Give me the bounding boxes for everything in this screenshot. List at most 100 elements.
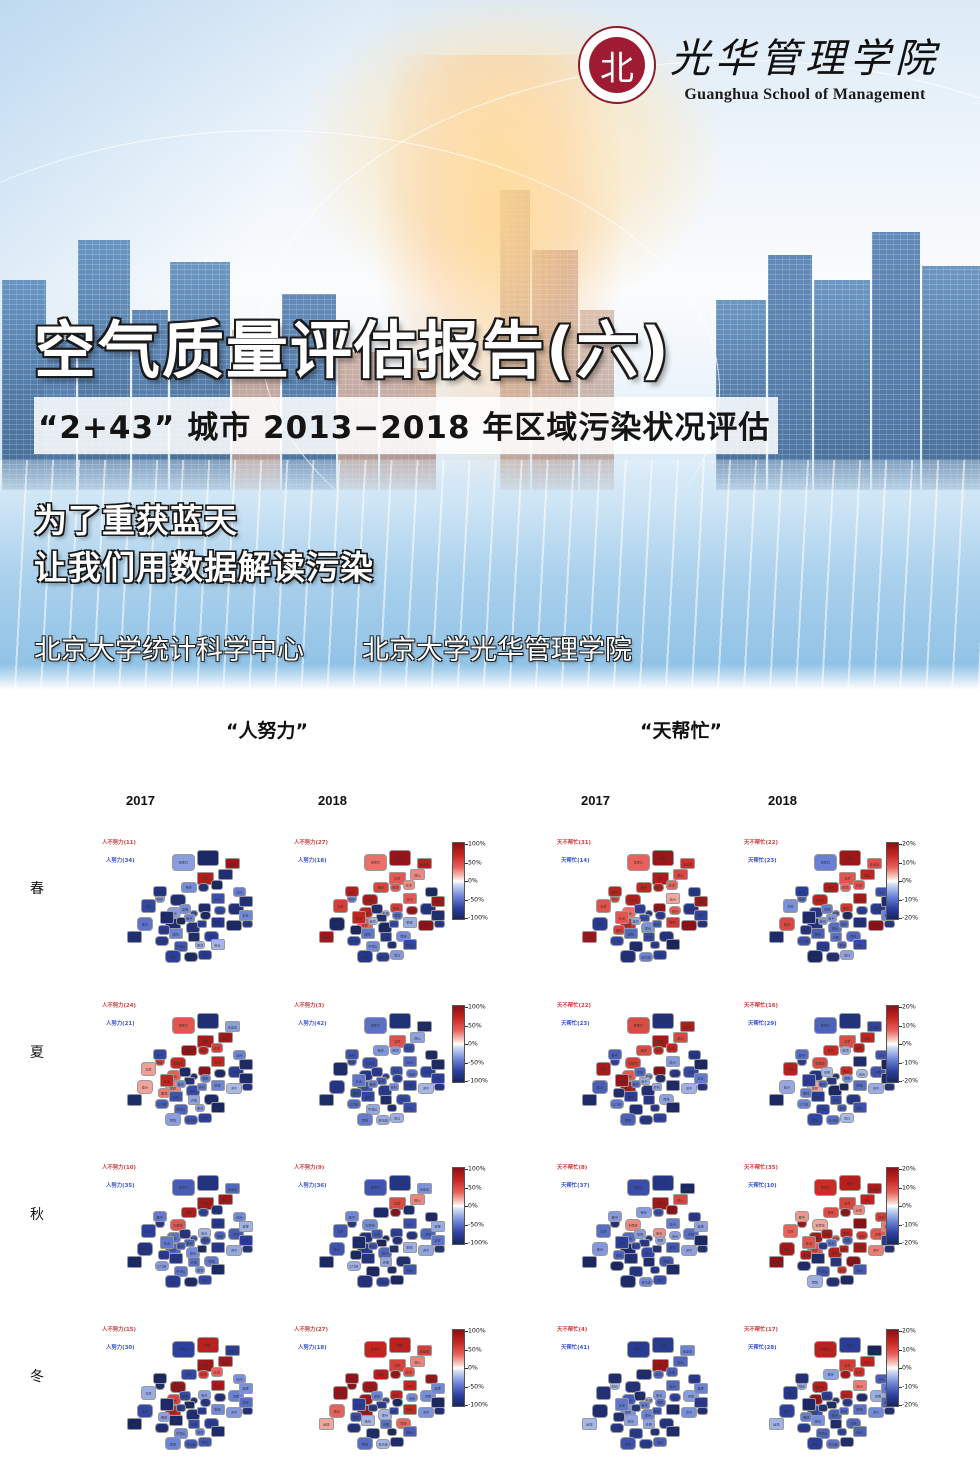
map-panel-秋-2018-天帮忙[interactable]: 北京 天津 石家庄 唐山 保定 廊坊 沧州 衡水 邢台 邯郸 承德 张家口 秦皇岛 太原 阳泉 长治 晋城 临汾运… bbox=[730, 1155, 905, 1295]
map-region-label: 郑州 bbox=[381, 1251, 389, 1256]
map-region-label: 太原 bbox=[337, 1229, 344, 1234]
map-region bbox=[856, 1068, 869, 1079]
map-panel-冬-2017-天帮忙[interactable]: 北京 天津 石家庄 唐山 保定 廊坊 沧州 衡水 邢台 邯郸 承德 张家口 秦皇岛 太原 阳泉 长治 晋城 临汾运… bbox=[543, 1317, 718, 1457]
map-region-label: 秦皇岛 bbox=[227, 862, 238, 867]
map-region bbox=[159, 1398, 174, 1411]
map-region-label: 淄博 bbox=[434, 1224, 441, 1229]
map-region-label: 太原 bbox=[145, 1229, 152, 1234]
map-region-label: 张家口 bbox=[370, 860, 381, 865]
map-region bbox=[625, 894, 641, 906]
map-region-label: 承德 bbox=[204, 856, 211, 861]
map-region-label: 平顶山 bbox=[368, 1107, 378, 1112]
map-panel-夏-2017-天帮忙[interactable]: 北京 天津 石家庄 唐山 保定 廊坊 沧州 衡水 邢台 邯郸 承德 张家口 秦皇岛 太原 阳泉 长治 晋城 临汾运… bbox=[543, 993, 718, 1133]
map-panel-夏-2018-人努力[interactable]: 北京 天津 石家庄 唐山 保定 廊坊 沧州 衡水 邢台 邯郸 承德 张家口 秦皇岛 太原 阳泉 长治 晋城 临汾运… bbox=[280, 993, 455, 1133]
map-region-label: 漯河 bbox=[388, 1430, 396, 1435]
map-region-label: 洛阳 bbox=[627, 1419, 634, 1424]
map-region bbox=[198, 883, 209, 892]
map-region-label: 承德 bbox=[846, 1019, 853, 1024]
map-region bbox=[814, 1016, 837, 1034]
map-region-label: 保定 bbox=[377, 1372, 384, 1377]
map-panel-冬-2018-天帮忙[interactable]: 北京 天津 石家庄 唐山 保定 廊坊 沧州 衡水 邢台 邯郸 承德 张家口 秦皇岛 太原 阳泉 长治 晋城 临汾运… bbox=[730, 1317, 905, 1457]
map-panel-春-2018-人努力[interactable]: 北京 天津 石家庄 唐山 保定 廊坊 沧州 衡水 邢台 邯郸 承德 张家口 秦皇岛 太原 阳泉 长治 晋城 临汾运… bbox=[280, 830, 455, 970]
map-region-label: 滨州 bbox=[236, 1377, 243, 1382]
map-region-label: 邯郸 bbox=[624, 923, 631, 927]
map-region bbox=[852, 1102, 867, 1114]
map-region-label: 平顶山 bbox=[176, 1431, 186, 1436]
map-region-label: 临汾 bbox=[596, 1247, 603, 1252]
choropleth-map: 北京 天津 石家庄 唐山 保定 廊坊 沧州 衡水 邢台 邯郸 承德 张家口 秦皇岛 太原 阳泉 长治 晋城 临汾运… bbox=[730, 830, 905, 970]
map-region-label: 驻马店 bbox=[641, 1280, 651, 1285]
map-region bbox=[402, 1241, 417, 1253]
map-region-label: 临汾 bbox=[141, 1247, 148, 1252]
map-panel-春-2017-天帮忙[interactable]: 北京 天津 石家庄 唐山 保定 廊坊 沧州 衡水 邢台 邯郸 承德 张家口 秦皇岛 太原 阳泉 长治 晋城 临汾运… bbox=[543, 830, 718, 970]
map-region bbox=[364, 1340, 387, 1358]
map-panel-冬-2018-人努力[interactable]: 北京 天津 石家庄 唐山 保定 廊坊 沧州 衡水 邢台 邯郸 承德 张家口 秦皇岛 太原 阳泉 长治 晋城 临汾运… bbox=[280, 1317, 455, 1457]
map-region bbox=[344, 1049, 359, 1061]
map-region bbox=[367, 1403, 378, 1413]
map-region-label: 濮阳 bbox=[844, 913, 851, 918]
map-region bbox=[653, 1275, 668, 1286]
map-region-label: 运城 bbox=[773, 935, 780, 940]
map-region bbox=[179, 1391, 192, 1401]
map-region-label: 晋中 bbox=[156, 1377, 163, 1382]
map-region-label: 承德 bbox=[396, 1181, 403, 1186]
map-region-label: 长治 bbox=[805, 916, 812, 920]
map-panel-春-2017-人努力[interactable]: 北京 天津 石家庄 唐山 保定 廊坊 沧州 衡水 邢台 邯郸 承德 张家口 秦皇岛 太原 阳泉 长治 晋城 临汾运… bbox=[88, 830, 263, 970]
map-panel-春-2018-天帮忙[interactable]: 北京 天津 石家庄 唐山 保定 廊坊 沧州 衡水 邢台 邯郸 承德 张家口 秦皇岛 太原 阳泉 长治 晋城 临汾运… bbox=[730, 830, 905, 970]
map-region bbox=[840, 1208, 851, 1217]
map-region bbox=[140, 898, 157, 913]
map-region bbox=[840, 1113, 855, 1124]
map-region bbox=[840, 883, 851, 892]
map-region bbox=[418, 919, 434, 931]
map-region-label: 天津 bbox=[405, 1046, 412, 1051]
map-region bbox=[194, 1265, 206, 1274]
map-region-label: 滨州 bbox=[691, 1377, 698, 1382]
map-region-label: 郑州 bbox=[831, 1089, 839, 1094]
map-region-label: 鹤壁 bbox=[833, 911, 839, 916]
map-region bbox=[866, 1183, 883, 1195]
map-region-label: 廊坊 bbox=[392, 1048, 399, 1053]
map-region-label: 商丘 bbox=[214, 1268, 221, 1273]
map-region bbox=[409, 1356, 426, 1368]
map-region bbox=[434, 1244, 445, 1253]
map-region-label: 商丘 bbox=[214, 1430, 221, 1435]
map-region bbox=[194, 1103, 206, 1112]
map-region-label: 廊坊 bbox=[200, 885, 207, 890]
map-panel-冬-2017-人努力[interactable]: 北京 天津 石家庄 唐山 保定 廊坊 沧州 衡水 邢台 邯郸 承德 张家口 秦皇岛 太原 阳泉 长治 晋城 临汾运… bbox=[88, 1317, 263, 1457]
map-region-label: 运城 bbox=[773, 1422, 780, 1427]
map-region-label: 阳泉 bbox=[611, 1222, 618, 1227]
map-region bbox=[630, 1241, 641, 1251]
map-region-label: 济宁 bbox=[423, 1086, 430, 1091]
map-panel-夏-2017-人努力[interactable]: 北京 天津 石家庄 唐山 保定 廊坊 沧州 衡水 邢台 邯郸 承德 张家口 秦皇岛 太原 阳泉 长治 晋城 临汾运… bbox=[88, 993, 263, 1133]
map-region bbox=[406, 1392, 419, 1403]
map-region bbox=[635, 881, 652, 893]
map-region-label: 商丘 bbox=[406, 943, 413, 948]
map-region-label: 周口 bbox=[202, 1440, 209, 1445]
map-region-label: 德州 bbox=[859, 1234, 866, 1238]
map-region bbox=[838, 849, 862, 867]
map-panel-秋-2017-人努力[interactable]: 北京 天津 石家庄 唐山 保定 廊坊 沧州 衡水 邢台 邯郸 承德 张家口 秦皇岛 太原 阳泉 长治 晋城 临汾运… bbox=[88, 1155, 263, 1295]
map-region bbox=[194, 1427, 206, 1436]
map-panel-秋-2017-天帮忙[interactable]: 北京 天津 石家庄 唐山 保定 廊坊 沧州 衡水 邢台 邯郸 承德 张家口 秦皇岛 太原 阳泉 长治 晋城 临汾运… bbox=[543, 1155, 718, 1295]
map-region-label: 济宁 bbox=[873, 1086, 880, 1091]
map-region-label: 北京 bbox=[657, 1039, 664, 1044]
map-region-label: 南阳 bbox=[624, 955, 631, 960]
title-block: 空气质量评估报告(六) “2+43” 城市 2013−2018 年区域污染状况评… bbox=[34, 317, 779, 454]
map-panel-夏-2018-天帮忙[interactable]: 北京 天津 石家庄 唐山 保定 廊坊 沧州 衡水 邢台 邯郸 承德 张家口 秦皇岛 太原 阳泉 长治 晋城 临汾运… bbox=[730, 993, 905, 1133]
map-region-label: 郑州 bbox=[831, 1251, 839, 1256]
map-region-label: 沧州 bbox=[856, 897, 863, 902]
map-region-label: 濮阳 bbox=[202, 1076, 209, 1081]
tagline-second: 让我们用数据解读污染 bbox=[34, 547, 374, 587]
map-region bbox=[651, 1406, 662, 1415]
map-panel-秋-2018-人努力[interactable]: 北京 天津 石家庄 唐山 保定 廊坊 沧州 衡水 邢台 邯郸 承德 张家口 秦皇岛 太原 阳泉 长治 晋城 临汾运… bbox=[280, 1155, 455, 1295]
map-region-label: 安阳 bbox=[824, 1232, 831, 1237]
map-region-label: 衡水 bbox=[656, 1069, 663, 1074]
map-region bbox=[852, 1056, 867, 1068]
map-region bbox=[768, 930, 785, 944]
map-region-label: 菏泽 bbox=[850, 1097, 857, 1102]
map-region-label: 南阳 bbox=[361, 955, 368, 960]
map-region-label: 承德 bbox=[659, 1019, 666, 1024]
map-region-label: 秦皇岛 bbox=[682, 1187, 693, 1192]
map-region-label: 三门峡 bbox=[798, 1264, 809, 1269]
map-region-label: 开封 bbox=[653, 922, 660, 927]
